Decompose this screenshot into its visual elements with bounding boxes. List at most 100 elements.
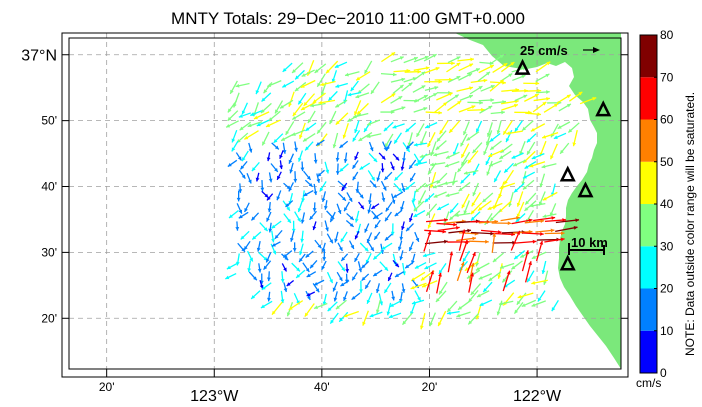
- current-vector: [468, 262, 475, 283]
- current-vector: [555, 225, 578, 232]
- colorbar-segment-3: [640, 204, 657, 247]
- current-vector: [248, 142, 253, 153]
- current-vector: [369, 180, 377, 188]
- current-vector: [322, 250, 327, 261]
- current-vector: [346, 212, 355, 221]
- current-vector: [402, 142, 411, 153]
- colorbar-tick-label-3: 30: [660, 239, 674, 253]
- current-vector: [429, 171, 437, 189]
- current-vector: [530, 123, 546, 132]
- current-vector: [341, 182, 348, 192]
- current-vector: [516, 292, 527, 306]
- current-vector: [383, 121, 394, 132]
- colorbar-segment-4: [640, 161, 657, 204]
- current-vector: [489, 133, 501, 143]
- current-vector: [354, 120, 360, 134]
- current-vector: [312, 221, 317, 231]
- current-vector: [243, 240, 251, 251]
- current-vector: [516, 191, 524, 207]
- current-vector: [267, 201, 272, 213]
- current-vector: [294, 141, 298, 152]
- current-vector: [535, 73, 550, 83]
- current-vector: [424, 85, 439, 92]
- current-vector: [524, 160, 537, 170]
- current-vector: [489, 79, 505, 92]
- current-vector: [513, 250, 526, 260]
- current-vector: [446, 300, 458, 313]
- current-vector: [280, 290, 285, 304]
- current-vector: [521, 299, 537, 308]
- current-vector: [433, 101, 448, 114]
- current-vector: [460, 173, 471, 184]
- current-vector: [282, 62, 293, 73]
- current-vector: [456, 86, 474, 92]
- current-vector: [279, 160, 284, 170]
- current-vector: [380, 180, 387, 191]
- current-vector: [354, 230, 360, 240]
- current-vector: [535, 228, 555, 233]
- colorbar-segment-6: [640, 77, 657, 120]
- current-vector: [461, 193, 470, 209]
- current-vector: [399, 230, 404, 241]
- current-vector: [266, 211, 272, 222]
- current-vector: [544, 237, 565, 243]
- current-vector: [265, 119, 281, 128]
- current-vector: [413, 106, 428, 113]
- current-vector: [304, 303, 315, 318]
- current-vector: [513, 301, 524, 314]
- current-vector: [384, 233, 393, 241]
- current-vector: [339, 140, 349, 149]
- current-vector: [241, 102, 249, 115]
- current-vector: [295, 269, 306, 279]
- current-vector: [456, 236, 477, 242]
- current-vector: [294, 81, 307, 92]
- current-vector: [327, 90, 338, 102]
- current-vector: [390, 223, 395, 236]
- current-vector: [368, 141, 374, 152]
- current-vector: [255, 172, 260, 182]
- current-vector: [279, 149, 284, 159]
- current-vector: [352, 112, 369, 119]
- current-vector: [488, 160, 503, 167]
- current-vector: [282, 250, 293, 259]
- current-vector: [268, 110, 281, 122]
- current-vector: [310, 102, 326, 108]
- current-vector: [424, 67, 440, 74]
- current-vector: [467, 100, 483, 105]
- current-vector: [524, 219, 545, 224]
- current-vector: [515, 213, 526, 223]
- current-vector: [490, 54, 505, 65]
- current-vector: [334, 99, 348, 108]
- current-vector: [424, 262, 437, 270]
- current-vector: [468, 272, 475, 293]
- current-vector: [334, 61, 348, 69]
- current-vector: [414, 231, 420, 243]
- current-vector: [551, 299, 559, 312]
- current-vector: [243, 130, 259, 140]
- current-vector: [419, 152, 435, 159]
- current-vector: [466, 68, 481, 75]
- current-vector: [291, 62, 304, 74]
- current-vector: [508, 191, 514, 208]
- current-vector: [366, 232, 373, 243]
- colorbar-segment-2: [640, 246, 657, 289]
- current-vector: [475, 262, 490, 271]
- current-vector: [543, 103, 559, 113]
- current-vector: [393, 182, 403, 193]
- current-vector: [544, 218, 566, 223]
- current-vector: [347, 91, 362, 97]
- current-vector: [250, 212, 260, 221]
- current-vector: [366, 292, 373, 305]
- current-vector: [343, 201, 350, 212]
- current-vector: [413, 66, 430, 71]
- current-vector: [411, 299, 425, 305]
- current-vector: [414, 290, 422, 302]
- current-vector: [408, 159, 417, 170]
- frame-ticks: [62, 54, 628, 377]
- current-vector: [368, 193, 372, 205]
- current-vector: [436, 272, 442, 294]
- current-vector: [423, 180, 439, 188]
- current-vector: [531, 153, 545, 160]
- current-vector: [422, 252, 436, 258]
- current-vector: [407, 132, 413, 147]
